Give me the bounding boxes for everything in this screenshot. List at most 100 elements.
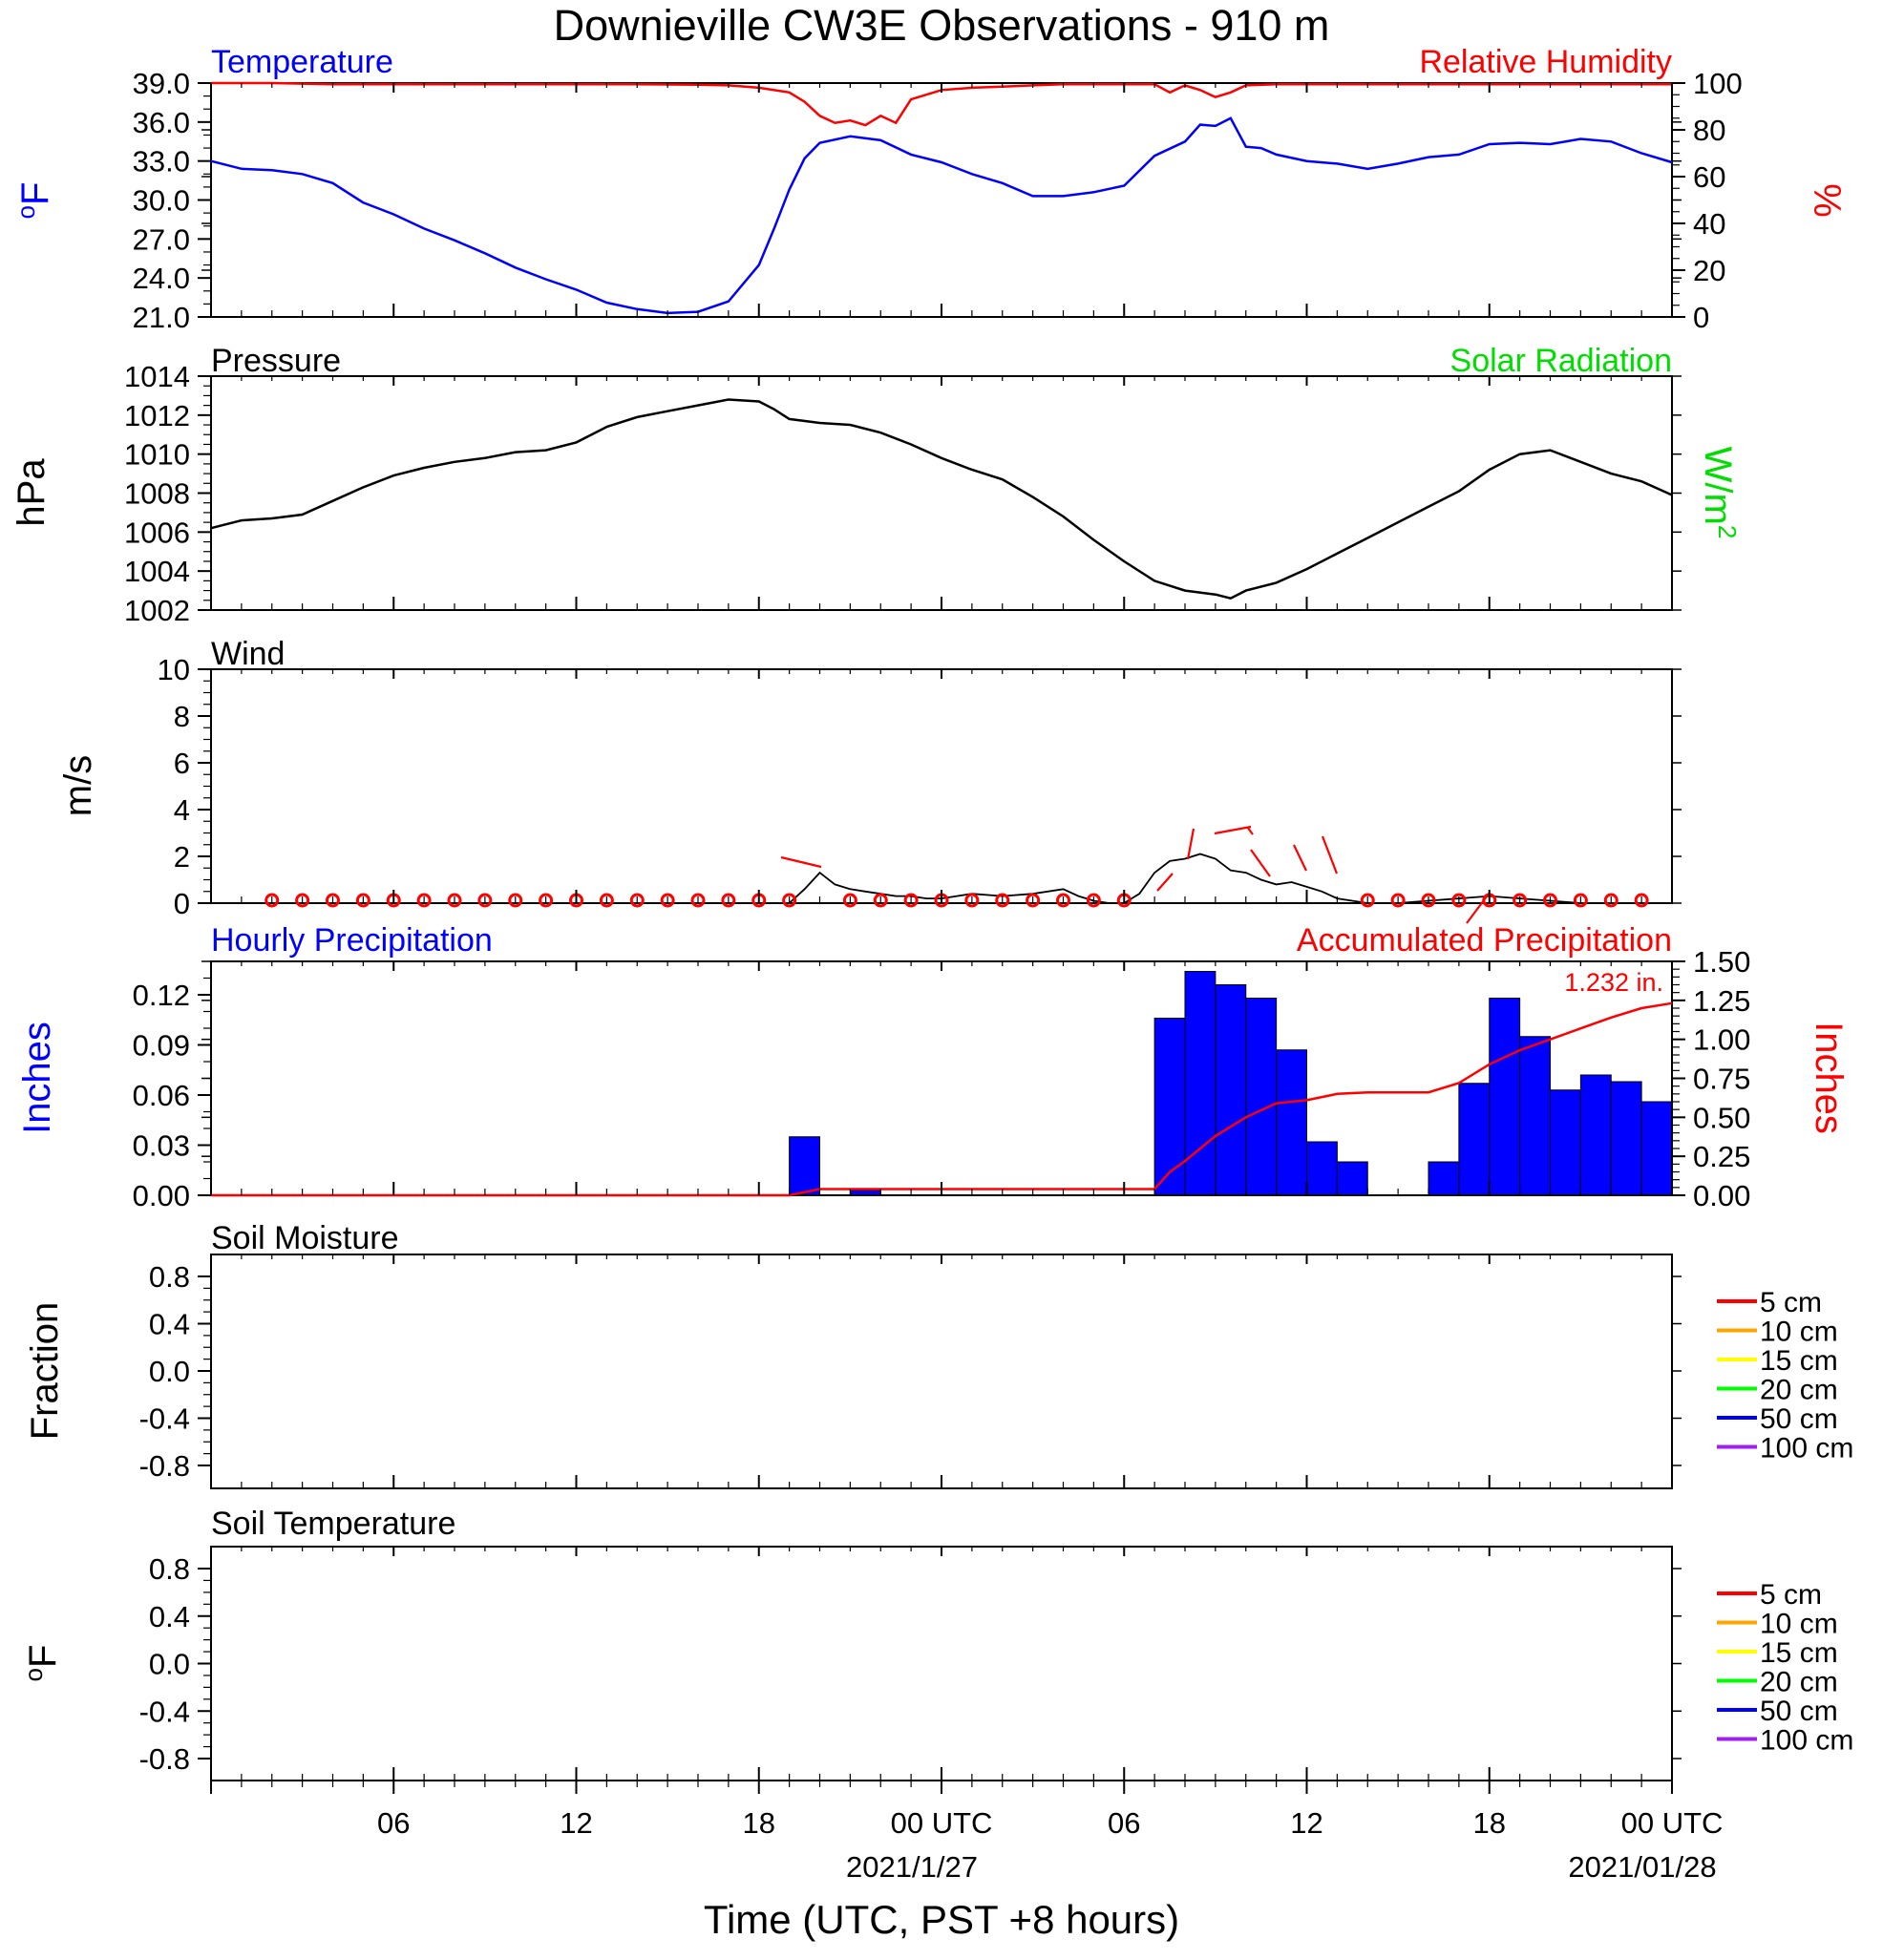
precip-bar [1184,971,1217,1196]
time-tick-label: 00 UTC [1621,1806,1724,1840]
time-axis-labels: 06 12 18 00 UTC 06 12 18 00 UTC [377,1806,1723,1840]
wind-calm-marker [447,893,462,908]
wind-calm-marker [629,893,645,908]
legend-label: 50 cm [1760,1403,1838,1435]
temperature-panel: Temperature Relative Humidity 21.0 24.0 27… [11,44,1848,334]
wind-barb [1321,835,1339,875]
soil-moisture-panel: Soil Moisture -0.8 -0.4 0.0 0.4 0.8 Fraction… [24,1220,1853,1489]
soil-moisture-axis-label: 0.8 [149,1260,190,1294]
time-tick-label: 18 [743,1806,775,1840]
soil-moisture-axis-ticks: -0.8 -0.4 0.0 0.4 0.8 [139,1260,1682,1483]
precip-bar [1215,984,1247,1196]
soil-temperature-panel: Soil Temperature -0.8 -0.4 0.0 0.4 0.8 oF 5 … [19,1506,1853,1781]
wind-calm-marker [1026,893,1041,908]
wind-barb [780,855,822,869]
wind-calm-marker [1634,893,1649,908]
solar-axis-label: W/m2 [1697,447,1742,539]
legend-label: 15 cm [1760,1345,1838,1377]
legend-label: 5 cm [1760,1287,1822,1318]
wind-calm-marker [782,893,797,908]
wind-barb [1156,873,1174,892]
date-label-2: 2021/01/28 [1568,1850,1716,1884]
wind-axis-label: 2 [174,840,190,874]
accum-precip-line [211,1001,1673,1197]
accum-precip-title: Accumulated Precipitation [1297,922,1672,959]
pressure-axis-ticks: 1002 1004 1006 1008 1010 1012 1014 [124,360,1682,627]
accum-precip-axis-label: 0.50 [1693,1101,1750,1134]
humidity-axis-label: 80 [1693,114,1725,147]
accum-precip-axis-label: 0.75 [1693,1063,1750,1096]
accum-precip-axis-label: 1.50 [1693,945,1750,979]
time-axis-ticks [210,83,1673,1794]
precip-bar [1153,1018,1186,1196]
wind-calm-marker [903,893,919,908]
temperature-axis-label: oF [11,182,56,220]
wind-calm-marker [477,893,493,908]
accum-total-label: 1.232 in. [1564,968,1663,997]
wind-barb [1250,849,1271,877]
date-label-1: 2021/1/27 [846,1850,978,1884]
wind-calm-markers [264,893,1649,908]
wind-calm-marker [873,893,888,908]
pressure-axis-label: 1014 [124,360,190,393]
wind-calm-marker [721,893,736,908]
humidity-axis-label: % [1806,183,1848,218]
pressure-axis-label: 1006 [124,516,190,549]
squared-superscript: 2 [1713,525,1742,538]
wind-calm-marker [264,893,280,908]
accum-precip-axis-label: 0.25 [1693,1140,1750,1173]
precip-bar [1579,1074,1612,1196]
precip-bar [1550,1089,1581,1196]
legend-label: 20 cm [1760,1667,1838,1698]
pressure-axis-label: 1008 [124,477,190,511]
temperature-series-line [210,116,1673,315]
precip-bar [1519,1036,1551,1196]
wind-barb [1214,825,1252,835]
wind-calm-marker [1573,893,1588,908]
hourly-precip-bars [789,971,1673,1196]
wind-panel: Wind 0 2 4 6 8 10 m/s [57,636,1682,924]
temperature-axis-label: 39.0 [133,67,190,100]
legend-label: 100 cm [1760,1725,1853,1757]
humidity-axis-label: 20 [1693,254,1725,287]
temperature-axis-ticks: 21.0 24.0 27.0 30.0 33.0 36.0 39.0 [133,67,1682,334]
soil-temperature-axis-label: -0.8 [139,1742,190,1776]
temperature-axis-label: 24.0 [133,262,190,295]
wind-axis-label: m/s [57,755,99,816]
hourly-precip-axis-ticks: 0.00 0.03 0.06 0.09 0.12 [133,977,211,1212]
temperature-title: Temperature [211,44,393,80]
wind-calm-marker [539,893,554,908]
wind-calm-marker [1543,893,1557,908]
legend-label: 100 cm [1760,1433,1853,1465]
humidity-title: Relative Humidity [1419,44,1672,80]
wind-calm-marker [995,893,1010,908]
temperature-axis-label: 30.0 [133,184,190,218]
wind-calm-marker [1086,893,1101,908]
wind-calm-marker [326,893,340,908]
humidity-axis-label: 0 [1693,301,1709,334]
soil-moisture-axis-label: 0.0 [149,1355,190,1388]
soil-temperature-axis-label: 0.0 [149,1648,190,1681]
chart-title: Downieville CW3E Observations - 910 m [554,1,1330,50]
soil-temperature-axis-ticks: -0.8 -0.4 0.0 0.4 0.8 [139,1552,1682,1776]
wind-calm-marker [1421,893,1436,908]
wind-calm-marker [355,893,370,908]
precip-bar [1245,998,1278,1196]
wind-axis-label: 0 [174,887,190,920]
wind-calm-marker [416,893,432,908]
wind-calm-marker [1360,893,1375,908]
humidity-axis-ticks: 0 20 40 60 80 100 [201,67,1743,334]
pressure-title: Pressure [211,343,341,379]
accum-precip-axis-label: 1.00 [1693,1023,1750,1057]
pressure-axis-label: 1002 [124,594,190,627]
temperature-axis-label: 36.0 [133,106,190,139]
time-tick-label: 06 [377,1806,410,1840]
legend-label: 50 cm [1760,1696,1838,1727]
precip-bar [1640,1101,1673,1196]
wind-series-line [211,853,1672,904]
legend-label: 10 cm [1760,1317,1838,1348]
precip-bar [1458,1083,1491,1196]
pressure-axis-label: 1012 [124,399,190,432]
